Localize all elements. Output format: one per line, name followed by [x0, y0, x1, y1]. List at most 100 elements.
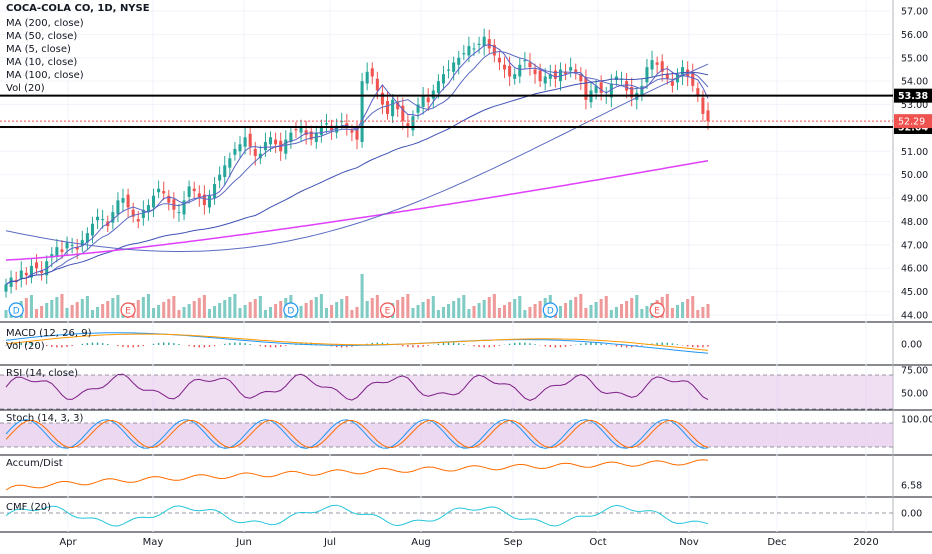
volume-bar [472, 306, 475, 318]
macd-histogram-bar [590, 343, 591, 345]
volume-bar [4, 310, 7, 318]
candle-body [66, 243, 69, 249]
macd-histogram-bar [402, 345, 403, 346]
candle-body [193, 189, 196, 191]
volume-bar [508, 302, 511, 318]
candle-body [249, 134, 252, 147]
candle-body [528, 62, 531, 67]
candle-body [91, 224, 94, 236]
candle-body [350, 130, 353, 132]
volume-bar [264, 310, 267, 318]
volume-bar [396, 300, 399, 318]
candle-body [274, 140, 277, 145]
volume-bar [417, 305, 420, 318]
candle-body [4, 285, 7, 292]
x-tick-label: 2020 [853, 537, 878, 548]
candle-body [355, 129, 358, 140]
volume-bar [559, 306, 562, 318]
indicator-tick-label: 75.00 [901, 366, 928, 377]
candle-body [478, 44, 481, 45]
macd-histogram-bar [438, 344, 439, 345]
candle-body [25, 273, 28, 275]
macd-histogram-bar [519, 343, 520, 345]
candle-body [467, 46, 470, 55]
volume-bar [518, 296, 521, 318]
volume-bar [274, 304, 277, 318]
volume-bar [101, 304, 104, 318]
macd-histogram-bar [524, 343, 525, 345]
volume-bar [442, 307, 445, 318]
volume-bar [55, 297, 58, 318]
macd-histogram-bar [168, 343, 169, 345]
macd-histogram-bar [82, 344, 83, 345]
macd-histogram-bar [204, 345, 205, 347]
volume-bar [691, 296, 694, 318]
macd-histogram-bar [606, 344, 607, 345]
vol-panel-label: Vol (20) [6, 341, 45, 352]
volume-bar [233, 294, 236, 318]
macd-histogram-bar [199, 345, 200, 347]
candle-body [366, 72, 369, 84]
macd-histogram-bar [692, 345, 693, 347]
volume-bar [86, 296, 89, 318]
volume-bar [172, 296, 175, 318]
volume-bar [483, 300, 486, 318]
volume-bar [254, 299, 257, 318]
volume-bar [427, 299, 430, 318]
indicator-tick-label: 0.00 [901, 509, 922, 520]
volume-bar [488, 297, 491, 318]
candle-body [325, 123, 328, 124]
candle-body [503, 65, 506, 70]
macd-histogram-bar [178, 344, 179, 345]
candle-body [233, 149, 236, 155]
macd-histogram-bar [570, 345, 571, 346]
volume-bar [447, 304, 450, 318]
candle-body [183, 200, 186, 214]
volume-bar [45, 303, 48, 318]
macd-histogram-bar [280, 345, 281, 347]
accum-dist-line [6, 460, 708, 490]
volume-bar [116, 295, 119, 318]
volume-bar [645, 306, 648, 318]
volume-bar [539, 301, 542, 318]
event-marker-letter: D [547, 307, 554, 317]
candle-body [457, 58, 460, 65]
candle-body [411, 116, 414, 130]
candle-body [539, 71, 542, 82]
macd-histogram-bar [478, 345, 479, 347]
macd-line [6, 333, 708, 354]
candle-body [152, 196, 155, 208]
volume-bar [96, 307, 99, 318]
macd-histogram-bar [239, 343, 240, 345]
macd-histogram-bar [143, 345, 144, 346]
volume-bar [528, 307, 531, 318]
macd-histogram-bar [555, 345, 556, 347]
volume-bar [376, 295, 379, 318]
macd-histogram-bar [499, 345, 500, 346]
volume-bar [452, 301, 455, 318]
volume-bar [406, 294, 409, 318]
macd-histogram-bar [509, 344, 510, 345]
macd-histogram-bar [107, 344, 108, 345]
volume-bar [208, 309, 211, 318]
volume-bar [198, 298, 201, 318]
macd-histogram-bar [458, 343, 459, 345]
macd-histogram-bar [412, 345, 413, 347]
candle-body [498, 58, 501, 63]
price-tick-label: 55.00 [901, 53, 928, 64]
macd-histogram-bar [667, 343, 668, 345]
macd-histogram-bar [61, 345, 62, 347]
macd-histogram-bar [585, 343, 586, 345]
macd-histogram-bar [407, 345, 408, 347]
candle-body [35, 262, 38, 268]
volume-bar [625, 301, 628, 318]
volume-bar [325, 308, 328, 318]
volume-bar [411, 308, 414, 318]
volume-bar [676, 305, 679, 318]
candle-body [523, 60, 526, 61]
candle-body [600, 82, 603, 93]
macd-histogram-bar [545, 345, 546, 346]
volume-bar [498, 308, 501, 318]
macd-histogram-bar [234, 343, 235, 345]
